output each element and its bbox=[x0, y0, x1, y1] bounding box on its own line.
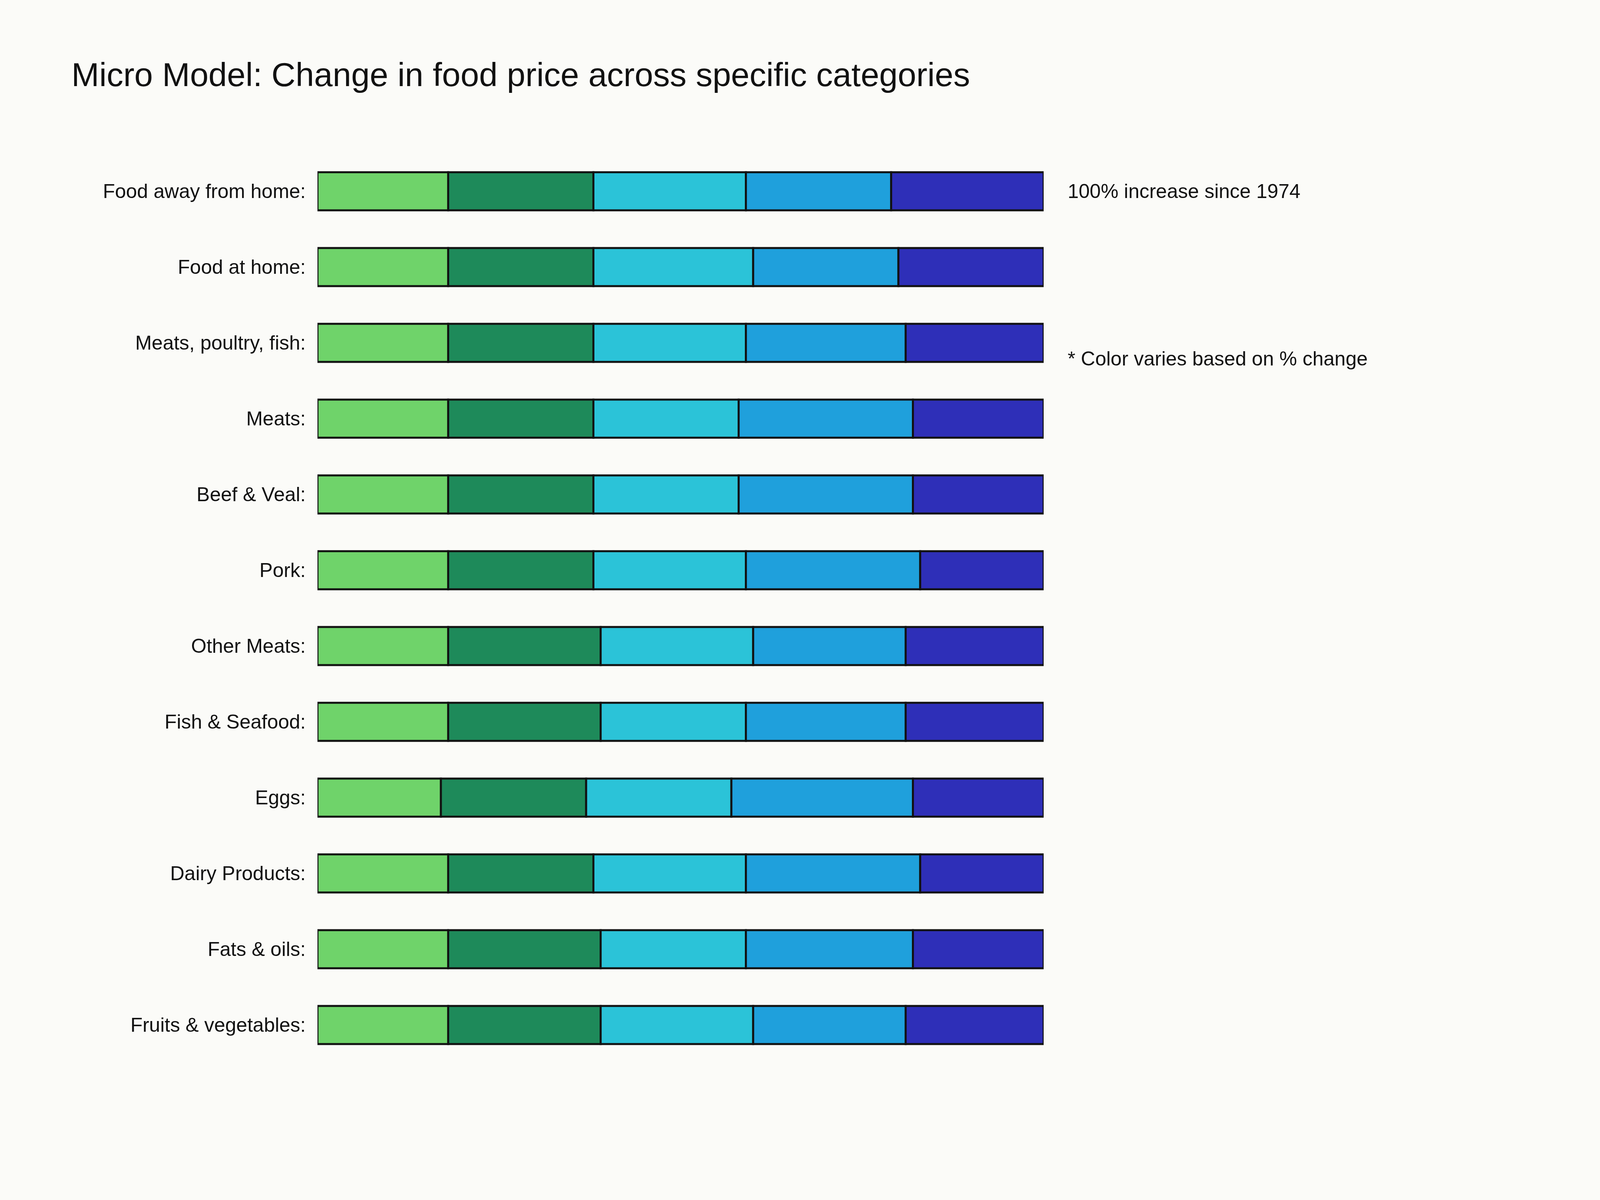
html-text:Micro Model: Change in food pr: Micro Model: Change in food price across… bbox=[71, 55, 970, 94]
svg-text:Beef & Veal:: Beef & Veal: bbox=[196, 483, 306, 506]
svg-text:* Color varies based on % chan: * Color varies based on % change bbox=[1067, 347, 1368, 370]
svg-text:Meats:: Meats: bbox=[246, 407, 306, 430]
svg-text:Fish & Seafood:: Fish & Seafood: bbox=[164, 710, 306, 733]
svg-text:Dairy Products:: Dairy Products: bbox=[170, 862, 306, 885]
svg-text:Eggs:: Eggs: bbox=[255, 786, 306, 809]
svg-text:Pork:: Pork: bbox=[259, 559, 306, 582]
svg-text:Food away from home:: Food away from home: bbox=[102, 180, 306, 203]
svg-text:Fats & oils:: Fats & oils: bbox=[207, 938, 306, 961]
svg-text:Food at home:: Food at home: bbox=[177, 255, 306, 279]
svg-text:Fruits & vegetables:: Fruits & vegetables: bbox=[130, 1013, 306, 1037]
svg-text:100% increase since 1974: 100% increase since 1974 bbox=[1067, 180, 1301, 203]
svg-text:Meats, poultry, fish:: Meats, poultry, fish: bbox=[135, 331, 306, 354]
svg-text:Other Meats:: Other Meats: bbox=[191, 634, 306, 658]
